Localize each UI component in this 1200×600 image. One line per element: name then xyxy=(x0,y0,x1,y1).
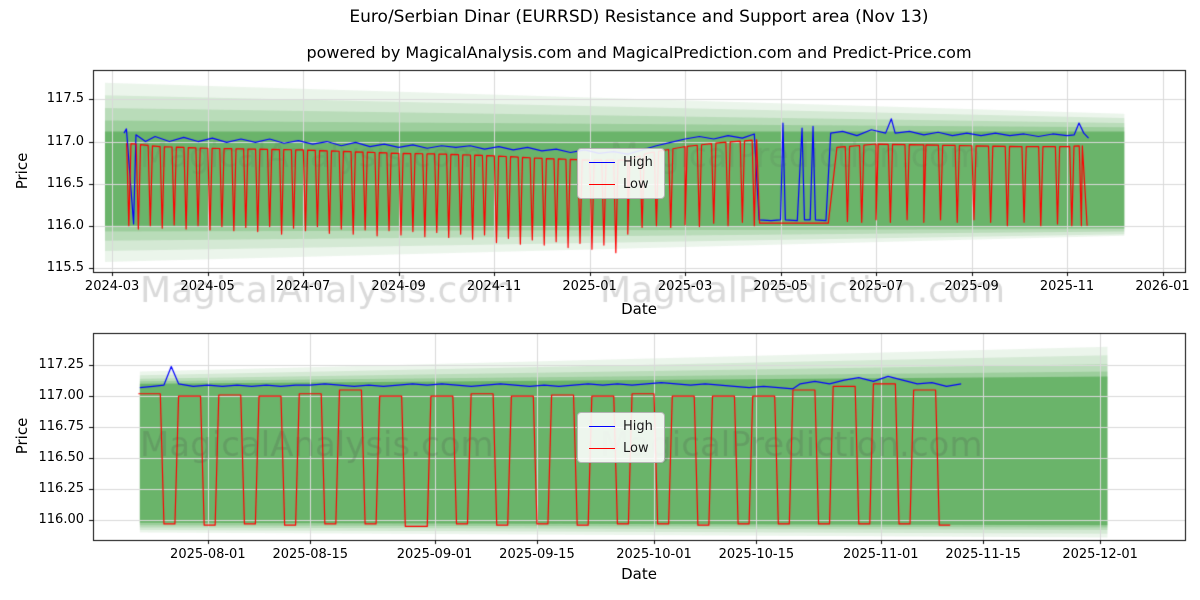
low-line-swatch-icon xyxy=(589,448,615,449)
top-chart-legend: High Low xyxy=(577,148,665,199)
bottom-chart-xlabel: Date xyxy=(621,565,657,583)
legend-label-low: Low xyxy=(623,177,649,192)
top-chart-ylabel: Price xyxy=(13,152,31,190)
high-line-swatch-icon xyxy=(589,426,615,427)
high-line-swatch-icon xyxy=(589,162,615,163)
legend-item-low: Low xyxy=(589,177,653,192)
legend-item-high: High xyxy=(589,419,653,434)
low-line-swatch-icon xyxy=(589,184,615,185)
legend-item-high: High xyxy=(589,155,653,170)
legend-label-high: High xyxy=(623,155,653,170)
legend-item-low: Low xyxy=(589,441,653,456)
bottom-chart-legend: High Low xyxy=(577,412,665,463)
legend-label-high: High xyxy=(623,419,653,434)
legend-label-low: Low xyxy=(623,441,649,456)
bottom-chart-ylabel: Price xyxy=(13,417,31,455)
top-chart-xlabel: Date xyxy=(621,300,657,318)
